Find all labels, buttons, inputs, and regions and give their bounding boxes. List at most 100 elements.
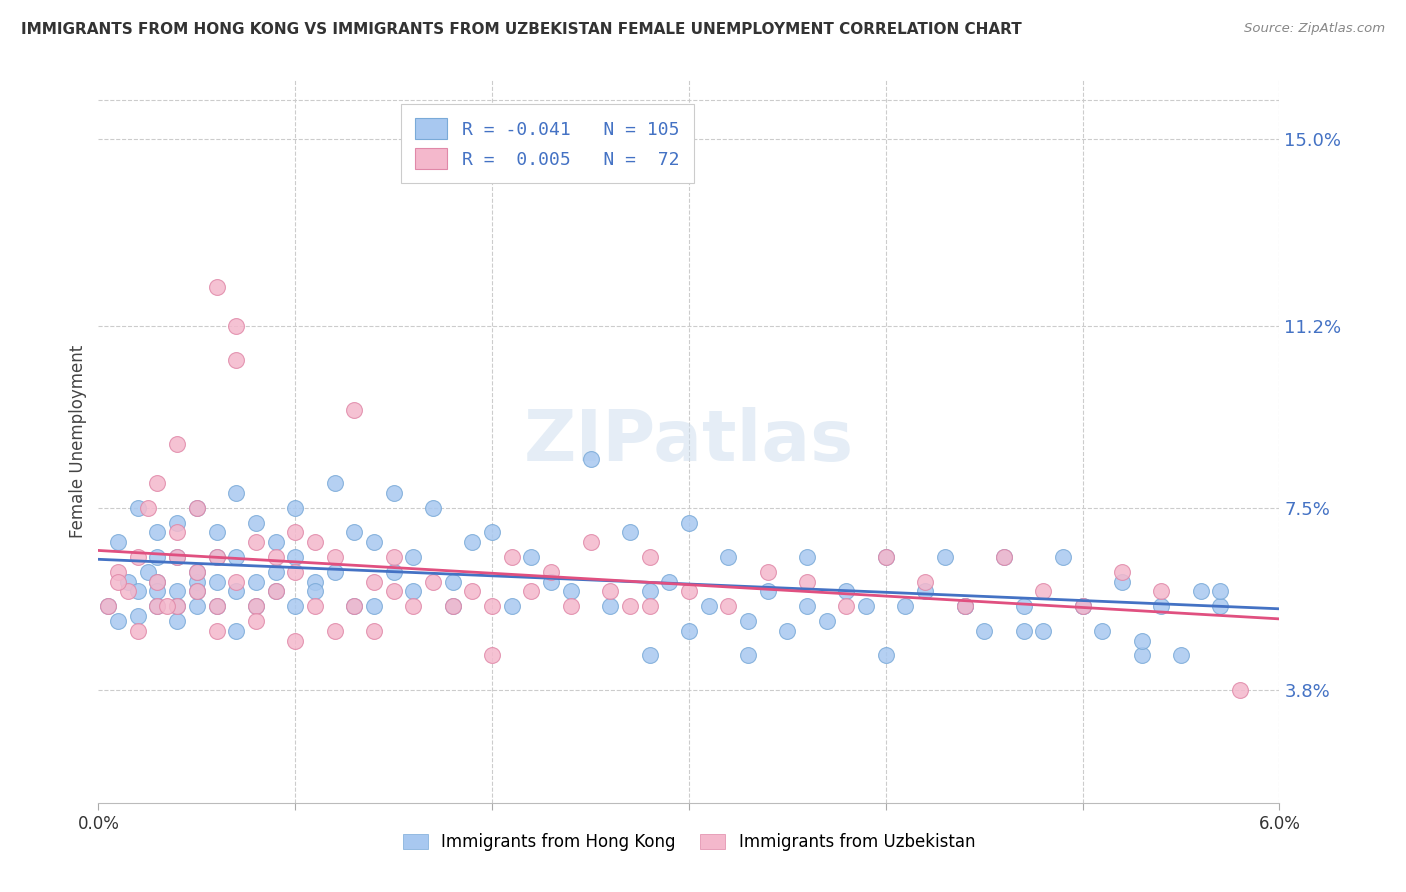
Point: [1032, 624, 1054, 638]
Point: [835, 584, 858, 599]
Point: [1071, 599, 1094, 614]
Point: [264, 549, 287, 564]
Point: [441, 599, 464, 614]
Point: [579, 535, 602, 549]
Point: [914, 574, 936, 589]
Point: [323, 549, 346, 564]
Point: [343, 525, 366, 540]
Text: Source: ZipAtlas.com: Source: ZipAtlas.com: [1244, 22, 1385, 36]
Point: [658, 574, 681, 589]
Point: [382, 584, 405, 599]
Point: [481, 599, 503, 614]
Point: [934, 549, 956, 564]
Point: [146, 549, 169, 564]
Point: [166, 549, 188, 564]
Point: [166, 437, 188, 451]
Point: [245, 516, 267, 530]
Point: [501, 599, 523, 614]
Point: [304, 535, 326, 549]
Point: [875, 549, 897, 564]
Point: [481, 525, 503, 540]
Point: [737, 648, 759, 663]
Point: [304, 574, 326, 589]
Point: [756, 565, 779, 579]
Point: [540, 574, 562, 589]
Point: [225, 486, 247, 500]
Point: [156, 599, 179, 614]
Point: [205, 574, 228, 589]
Point: [323, 624, 346, 638]
Point: [97, 599, 120, 614]
Point: [186, 565, 208, 579]
Point: [284, 525, 307, 540]
Point: [186, 584, 208, 599]
Point: [638, 648, 661, 663]
Point: [205, 599, 228, 614]
Point: [796, 574, 818, 589]
Point: [402, 549, 425, 564]
Point: [284, 500, 307, 515]
Point: [107, 574, 129, 589]
Point: [146, 476, 169, 491]
Point: [422, 500, 444, 515]
Point: [166, 614, 188, 628]
Point: [205, 549, 228, 564]
Point: [323, 476, 346, 491]
Point: [638, 599, 661, 614]
Point: [343, 599, 366, 614]
Point: [501, 549, 523, 564]
Point: [107, 535, 129, 549]
Point: [441, 574, 464, 589]
Point: [481, 648, 503, 663]
Point: [127, 549, 149, 564]
Point: [540, 565, 562, 579]
Point: [973, 624, 995, 638]
Point: [363, 535, 385, 549]
Point: [1130, 648, 1153, 663]
Point: [1071, 599, 1094, 614]
Point: [737, 614, 759, 628]
Point: [993, 549, 1015, 564]
Point: [186, 599, 208, 614]
Point: [166, 599, 188, 614]
Point: [166, 549, 188, 564]
Point: [205, 525, 228, 540]
Point: [461, 535, 484, 549]
Point: [245, 574, 267, 589]
Point: [678, 624, 700, 638]
Point: [953, 599, 976, 614]
Point: [520, 584, 543, 599]
Point: [1229, 682, 1251, 697]
Point: [284, 565, 307, 579]
Point: [1209, 584, 1232, 599]
Point: [264, 584, 287, 599]
Point: [146, 525, 169, 540]
Point: [127, 500, 149, 515]
Point: [441, 599, 464, 614]
Point: [697, 599, 720, 614]
Point: [855, 599, 877, 614]
Point: [678, 584, 700, 599]
Point: [245, 614, 267, 628]
Point: [245, 599, 267, 614]
Point: [776, 624, 799, 638]
Point: [579, 132, 602, 146]
Legend: Immigrants from Hong Kong, Immigrants from Uzbekistan: Immigrants from Hong Kong, Immigrants fr…: [394, 825, 984, 860]
Point: [1012, 624, 1035, 638]
Point: [835, 599, 858, 614]
Point: [205, 624, 228, 638]
Point: [1091, 624, 1114, 638]
Point: [166, 599, 188, 614]
Point: [1071, 599, 1094, 614]
Point: [166, 516, 188, 530]
Point: [756, 584, 779, 599]
Point: [796, 599, 818, 614]
Point: [599, 599, 621, 614]
Point: [136, 565, 159, 579]
Point: [225, 624, 247, 638]
Point: [1189, 584, 1212, 599]
Point: [953, 599, 976, 614]
Point: [127, 584, 149, 599]
Point: [894, 599, 917, 614]
Point: [264, 584, 287, 599]
